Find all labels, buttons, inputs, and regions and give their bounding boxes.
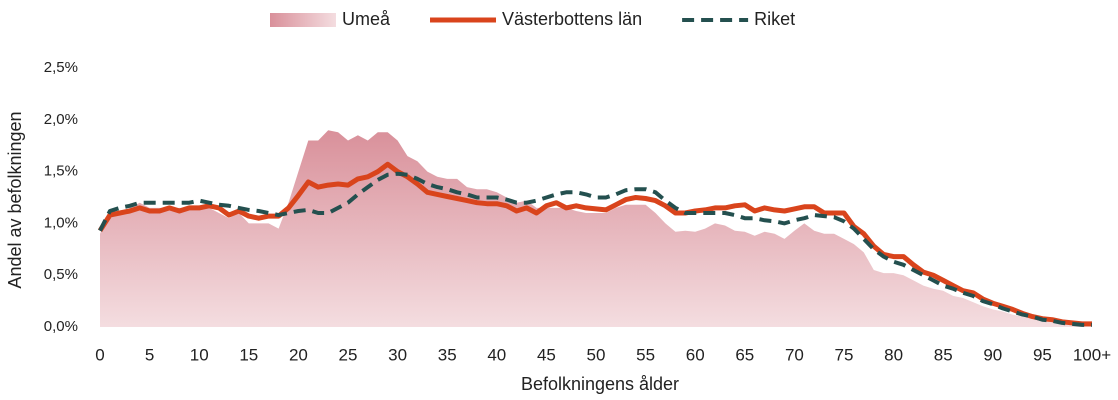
x-tick-label: 30 <box>388 345 407 364</box>
x-tick-label: 100+ <box>1073 345 1111 364</box>
x-tick-label: 75 <box>835 345 854 364</box>
x-tick-label: 10 <box>190 345 209 364</box>
y-tick-label: 2,0% <box>44 111 78 128</box>
area <box>100 130 1092 327</box>
y-axis-label: Andel av befolkningen <box>5 111 25 288</box>
legend-swatch <box>270 13 336 27</box>
x-tick-label: 55 <box>636 345 655 364</box>
line <box>97 161 1092 327</box>
x-tick-label: 95 <box>1033 345 1052 364</box>
x-tick-label: 15 <box>239 345 258 364</box>
x-tick-label: 80 <box>884 345 903 364</box>
legend-label: Västerbottens län <box>502 9 642 29</box>
y-tick-label: 0,0% <box>44 318 78 335</box>
x-axis-label: Befolkningens ålder <box>521 374 679 394</box>
x-tick-label: 85 <box>934 345 953 364</box>
x-tick-label: 70 <box>785 345 804 364</box>
x-tick-label: 20 <box>289 345 308 364</box>
x-tick-label: 65 <box>735 345 754 364</box>
y-tick-label: 2,5% <box>44 59 78 76</box>
legend-label: Umeå <box>342 9 391 29</box>
y-tick-label: 1,0% <box>44 214 78 231</box>
x-tick-label: 45 <box>537 345 556 364</box>
x-tick-label: 35 <box>438 345 457 364</box>
x-tick-label: 90 <box>983 345 1002 364</box>
x-tick-label: 5 <box>145 345 154 364</box>
x-tick-label: 40 <box>487 345 506 364</box>
y-tick-label: 0,5% <box>44 266 78 283</box>
x-tick-label: 0 <box>95 345 104 364</box>
x-tick-label: 60 <box>686 345 705 364</box>
x-tick-label: 50 <box>587 345 606 364</box>
legend-label: Riket <box>754 9 795 29</box>
line <box>98 171 1092 327</box>
x-tick-label: 25 <box>339 345 358 364</box>
y-tick-label: 1,5% <box>44 163 78 180</box>
